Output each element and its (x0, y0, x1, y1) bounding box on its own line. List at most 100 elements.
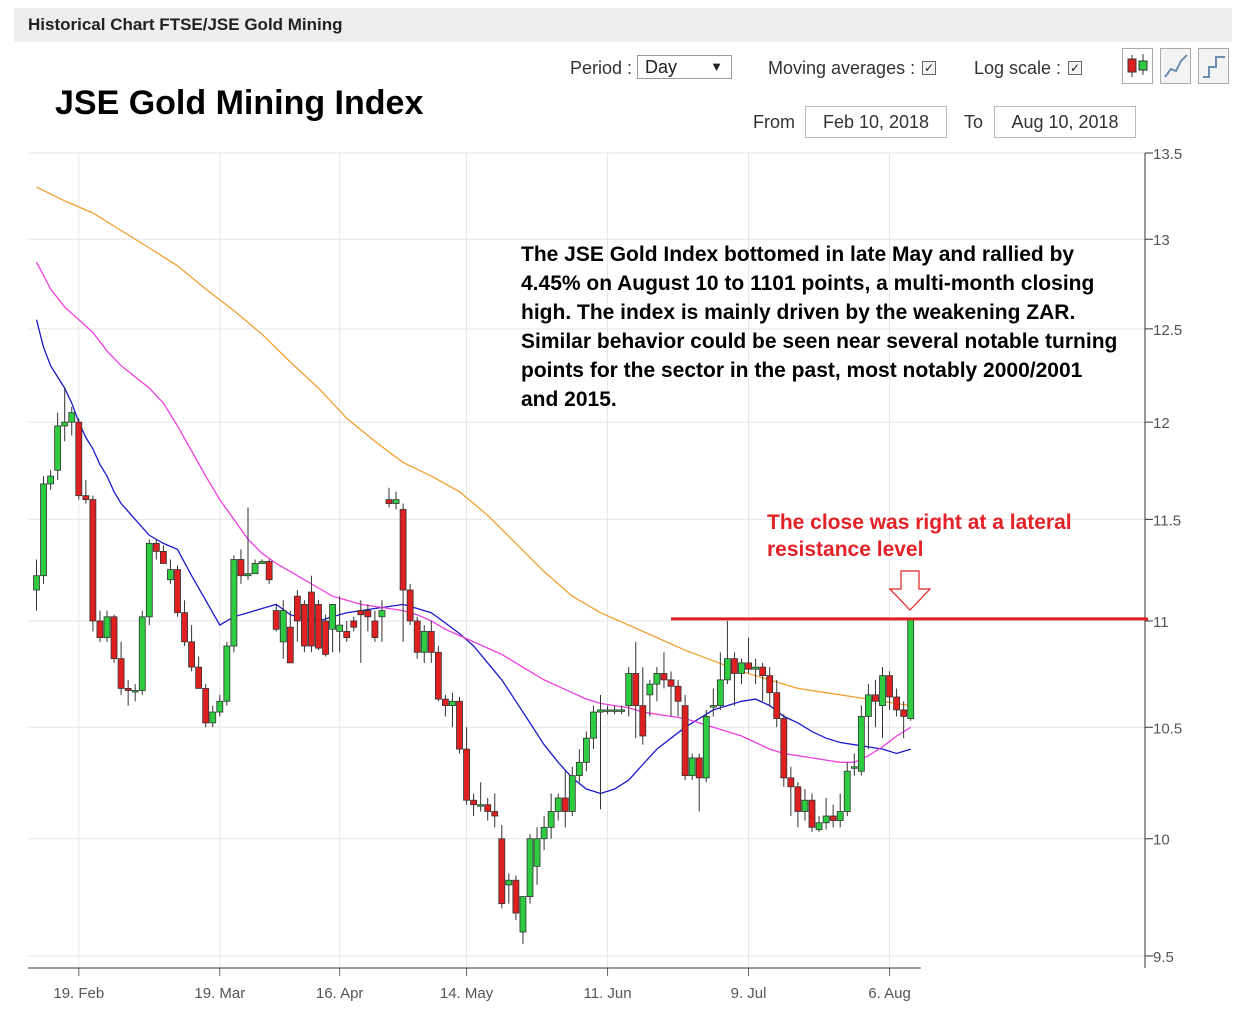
grid (28, 152, 1145, 968)
candle-body (329, 603, 337, 630)
candle-body (244, 573, 252, 577)
candle (681, 694, 689, 781)
candle (872, 679, 879, 728)
candle (434, 646, 442, 702)
candle (110, 614, 118, 663)
candle (174, 565, 181, 617)
candle (244, 507, 252, 580)
candle-body (815, 822, 823, 831)
candle (695, 753, 703, 812)
candle (230, 555, 238, 653)
candle (857, 705, 865, 776)
candle-body (681, 705, 689, 777)
y-tick-label: 12 (1153, 415, 1170, 432)
candle (505, 873, 513, 904)
candle-body (223, 645, 231, 702)
chart-title: JSE Gold Mining Index (55, 84, 424, 122)
candle (258, 559, 266, 564)
log-scale-checkbox[interactable]: ✓ (1068, 61, 1082, 75)
candle-body (96, 620, 104, 639)
candle (300, 600, 308, 653)
candle-body (272, 610, 280, 630)
candle-body (857, 715, 865, 772)
candle (456, 696, 463, 754)
candle (195, 656, 203, 689)
candle (152, 539, 160, 560)
candle-body (406, 589, 414, 622)
candle (540, 816, 548, 851)
candle (484, 797, 492, 821)
moving-averages-label: Moving averages : (768, 58, 916, 78)
moving-averages-checkbox[interactable]: ✓ (922, 61, 936, 75)
candle (491, 793, 499, 828)
candle (801, 789, 809, 821)
to-label: To (964, 112, 984, 132)
candle (181, 600, 188, 647)
candle-body (865, 694, 872, 717)
candle (745, 637, 752, 674)
candle (96, 610, 104, 642)
candle (865, 684, 872, 750)
candle-body (829, 815, 837, 821)
candle (907, 618, 915, 721)
candle (82, 479, 90, 504)
candle (413, 616, 421, 659)
candle-body (47, 475, 54, 485)
candle-body (230, 559, 238, 647)
candle-body (505, 879, 513, 886)
candle-body (766, 675, 774, 694)
x-tick-label: 11. Jun (584, 985, 632, 1002)
candle-body (449, 700, 456, 706)
candle-body (216, 700, 224, 713)
candle-body (794, 786, 802, 812)
candle (533, 827, 541, 885)
step-chart-button[interactable] (1198, 48, 1229, 84)
candle-body (850, 766, 858, 769)
candle (406, 583, 414, 626)
candle-body (660, 673, 668, 681)
period-select[interactable]: Day ▼ (637, 55, 732, 79)
candle (632, 641, 640, 739)
x-axis: 19. Feb 19. Mar 16. Apr 14. May 11. Jun 9. Ju… (28, 967, 921, 1002)
step-chart-icon (1203, 56, 1225, 78)
candle (583, 731, 590, 772)
candle (709, 688, 717, 717)
candle (315, 600, 322, 651)
candle-body (702, 715, 710, 779)
annotation-resistance: The close was right at a lateral resista… (767, 511, 1072, 561)
candle-body (533, 838, 541, 867)
to-date-input[interactable]: Aug 10, 2018 (994, 106, 1136, 138)
candle (731, 652, 738, 706)
candle (441, 694, 449, 717)
candle (329, 603, 337, 653)
candle-body (258, 561, 266, 564)
candle-body (378, 610, 386, 618)
line-chart-button[interactable] (1160, 48, 1191, 84)
y-tick-label: 12.5 (1153, 322, 1182, 339)
candles (33, 388, 915, 944)
candle-body (202, 688, 210, 724)
candle (639, 667, 647, 745)
log-scale-label: Log scale : (974, 58, 1062, 78)
from-date-input[interactable]: Feb 10, 2018 (805, 106, 947, 138)
candle-body (300, 603, 308, 647)
candle-body (152, 542, 160, 552)
candle-body (900, 709, 908, 717)
candle-body (583, 737, 590, 763)
candle-body (477, 804, 485, 807)
candle-body (188, 641, 196, 668)
candle-body (604, 709, 611, 712)
candle-body (879, 675, 886, 706)
candle (33, 559, 40, 611)
title-bar: Historical Chart FTSE/JSE Gold Mining (14, 8, 1232, 42)
candle (336, 596, 344, 653)
candle-body (512, 879, 520, 914)
candle (575, 749, 583, 783)
candle (590, 705, 597, 750)
candle-body (568, 775, 576, 812)
candle-body (632, 673, 640, 706)
candlestick-chart-button[interactable] (1122, 48, 1153, 84)
candle-body (159, 550, 167, 564)
candle (794, 782, 802, 828)
